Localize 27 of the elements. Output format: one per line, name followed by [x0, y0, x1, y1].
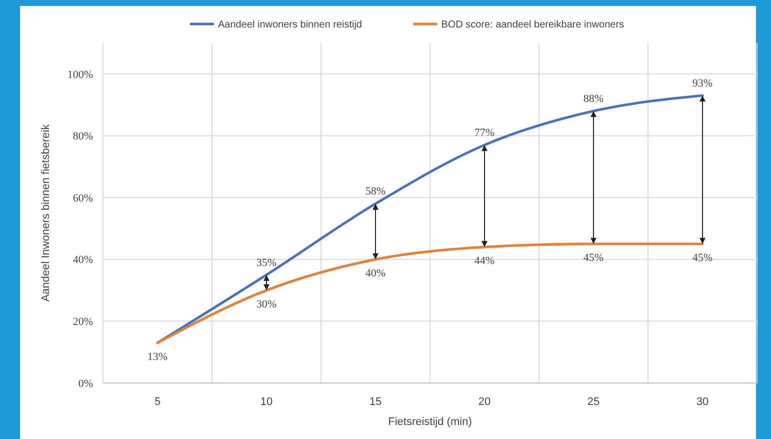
- data-label: 93%: [692, 78, 713, 90]
- data-label: 45%: [583, 252, 604, 264]
- data-label: 77%: [474, 127, 495, 139]
- y-tick-label: 80%: [72, 130, 93, 143]
- y-tick-label: 20%: [72, 316, 93, 328]
- y-tick-label: 100%: [67, 68, 93, 81]
- y-tick-label: 60%: [72, 192, 93, 204]
- data-label: 44%: [474, 255, 495, 267]
- data-label: 58%: [365, 186, 386, 198]
- legend-label: Aandeel inwoners binnen reistijd: [218, 20, 362, 30]
- data-label: 13%: [147, 350, 168, 363]
- y-tick-label: 40%: [72, 254, 93, 266]
- x-tick-label: 15: [369, 396, 382, 408]
- x-axis-title: Fietsreistijd (min): [388, 416, 472, 428]
- x-tick-label: 30: [696, 396, 709, 408]
- data-label: 30%: [256, 298, 277, 310]
- legend-label: BOD score: aandeel bereikbare inwoners: [441, 20, 624, 30]
- x-tick-label: 20: [478, 396, 491, 408]
- x-tick-label: 25: [587, 396, 600, 408]
- data-label: 40%: [365, 267, 386, 280]
- y-axis-title: Aandeel Inwoners binnen fietsbereik: [40, 124, 52, 302]
- x-tick-label: 5: [154, 396, 161, 408]
- data-label: 45%: [692, 252, 713, 264]
- x-tick-label: 10: [260, 396, 273, 408]
- data-label: 35%: [256, 256, 277, 269]
- y-tick-label: 0%: [78, 378, 93, 390]
- data-label: 88%: [583, 93, 604, 105]
